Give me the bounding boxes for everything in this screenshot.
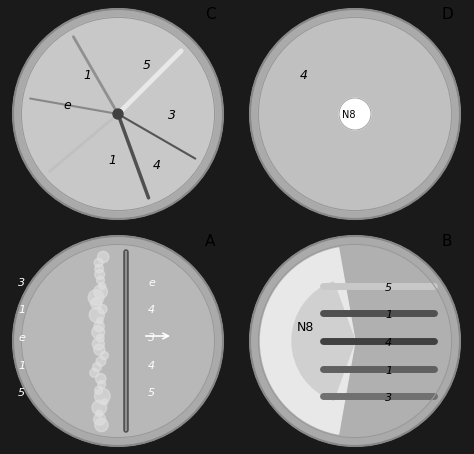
Text: 5: 5 bbox=[143, 59, 151, 72]
Circle shape bbox=[98, 305, 107, 314]
Circle shape bbox=[96, 374, 106, 384]
Circle shape bbox=[97, 317, 103, 324]
Circle shape bbox=[94, 344, 105, 355]
Circle shape bbox=[94, 321, 104, 332]
Circle shape bbox=[250, 9, 460, 219]
Circle shape bbox=[21, 244, 215, 438]
Text: 5: 5 bbox=[18, 388, 25, 398]
Text: 4: 4 bbox=[153, 159, 161, 172]
Text: 5: 5 bbox=[148, 388, 155, 398]
Text: 1: 1 bbox=[18, 305, 25, 315]
Circle shape bbox=[90, 368, 99, 377]
Circle shape bbox=[98, 251, 109, 263]
Circle shape bbox=[339, 98, 371, 130]
Text: 4: 4 bbox=[385, 338, 392, 348]
Circle shape bbox=[13, 236, 223, 446]
Circle shape bbox=[95, 269, 105, 279]
Text: 1: 1 bbox=[385, 310, 392, 320]
Circle shape bbox=[258, 17, 452, 211]
Circle shape bbox=[92, 400, 107, 415]
Text: e: e bbox=[148, 278, 155, 288]
Text: 1: 1 bbox=[108, 154, 116, 167]
Text: e: e bbox=[18, 333, 25, 343]
Text: 4: 4 bbox=[300, 69, 308, 82]
Text: 3: 3 bbox=[168, 109, 176, 122]
Circle shape bbox=[95, 386, 102, 394]
Text: N8: N8 bbox=[342, 110, 356, 120]
Circle shape bbox=[88, 290, 104, 306]
Text: 1: 1 bbox=[83, 69, 91, 82]
Text: e: e bbox=[63, 99, 71, 112]
Circle shape bbox=[95, 418, 108, 432]
Circle shape bbox=[92, 363, 101, 371]
Circle shape bbox=[96, 356, 106, 366]
Text: 3: 3 bbox=[148, 333, 155, 343]
Circle shape bbox=[93, 413, 106, 425]
Circle shape bbox=[250, 236, 460, 446]
Text: 1: 1 bbox=[385, 366, 392, 376]
Circle shape bbox=[97, 334, 104, 342]
Circle shape bbox=[96, 410, 102, 417]
Text: 5: 5 bbox=[385, 283, 392, 293]
Circle shape bbox=[94, 258, 103, 267]
Circle shape bbox=[258, 244, 452, 438]
Circle shape bbox=[100, 351, 109, 360]
Circle shape bbox=[89, 307, 104, 322]
Circle shape bbox=[98, 380, 106, 388]
Text: A: A bbox=[205, 234, 215, 249]
Circle shape bbox=[92, 338, 104, 350]
Circle shape bbox=[92, 326, 105, 339]
Text: D: D bbox=[442, 7, 454, 22]
Text: 3: 3 bbox=[385, 393, 392, 403]
Wedge shape bbox=[261, 248, 355, 434]
Circle shape bbox=[13, 9, 223, 219]
Text: 1: 1 bbox=[18, 361, 25, 371]
Circle shape bbox=[21, 17, 215, 211]
Text: N8: N8 bbox=[297, 321, 315, 334]
Wedge shape bbox=[292, 282, 355, 400]
Circle shape bbox=[91, 298, 102, 309]
Circle shape bbox=[97, 276, 104, 284]
Circle shape bbox=[99, 282, 106, 289]
Text: 3: 3 bbox=[18, 278, 25, 288]
Text: 4: 4 bbox=[148, 305, 155, 315]
Text: C: C bbox=[205, 7, 216, 22]
Circle shape bbox=[113, 109, 123, 119]
Circle shape bbox=[94, 285, 108, 299]
Circle shape bbox=[94, 388, 110, 404]
Circle shape bbox=[101, 399, 108, 405]
Text: 4: 4 bbox=[148, 361, 155, 371]
Circle shape bbox=[95, 264, 103, 273]
Text: B: B bbox=[442, 234, 453, 249]
